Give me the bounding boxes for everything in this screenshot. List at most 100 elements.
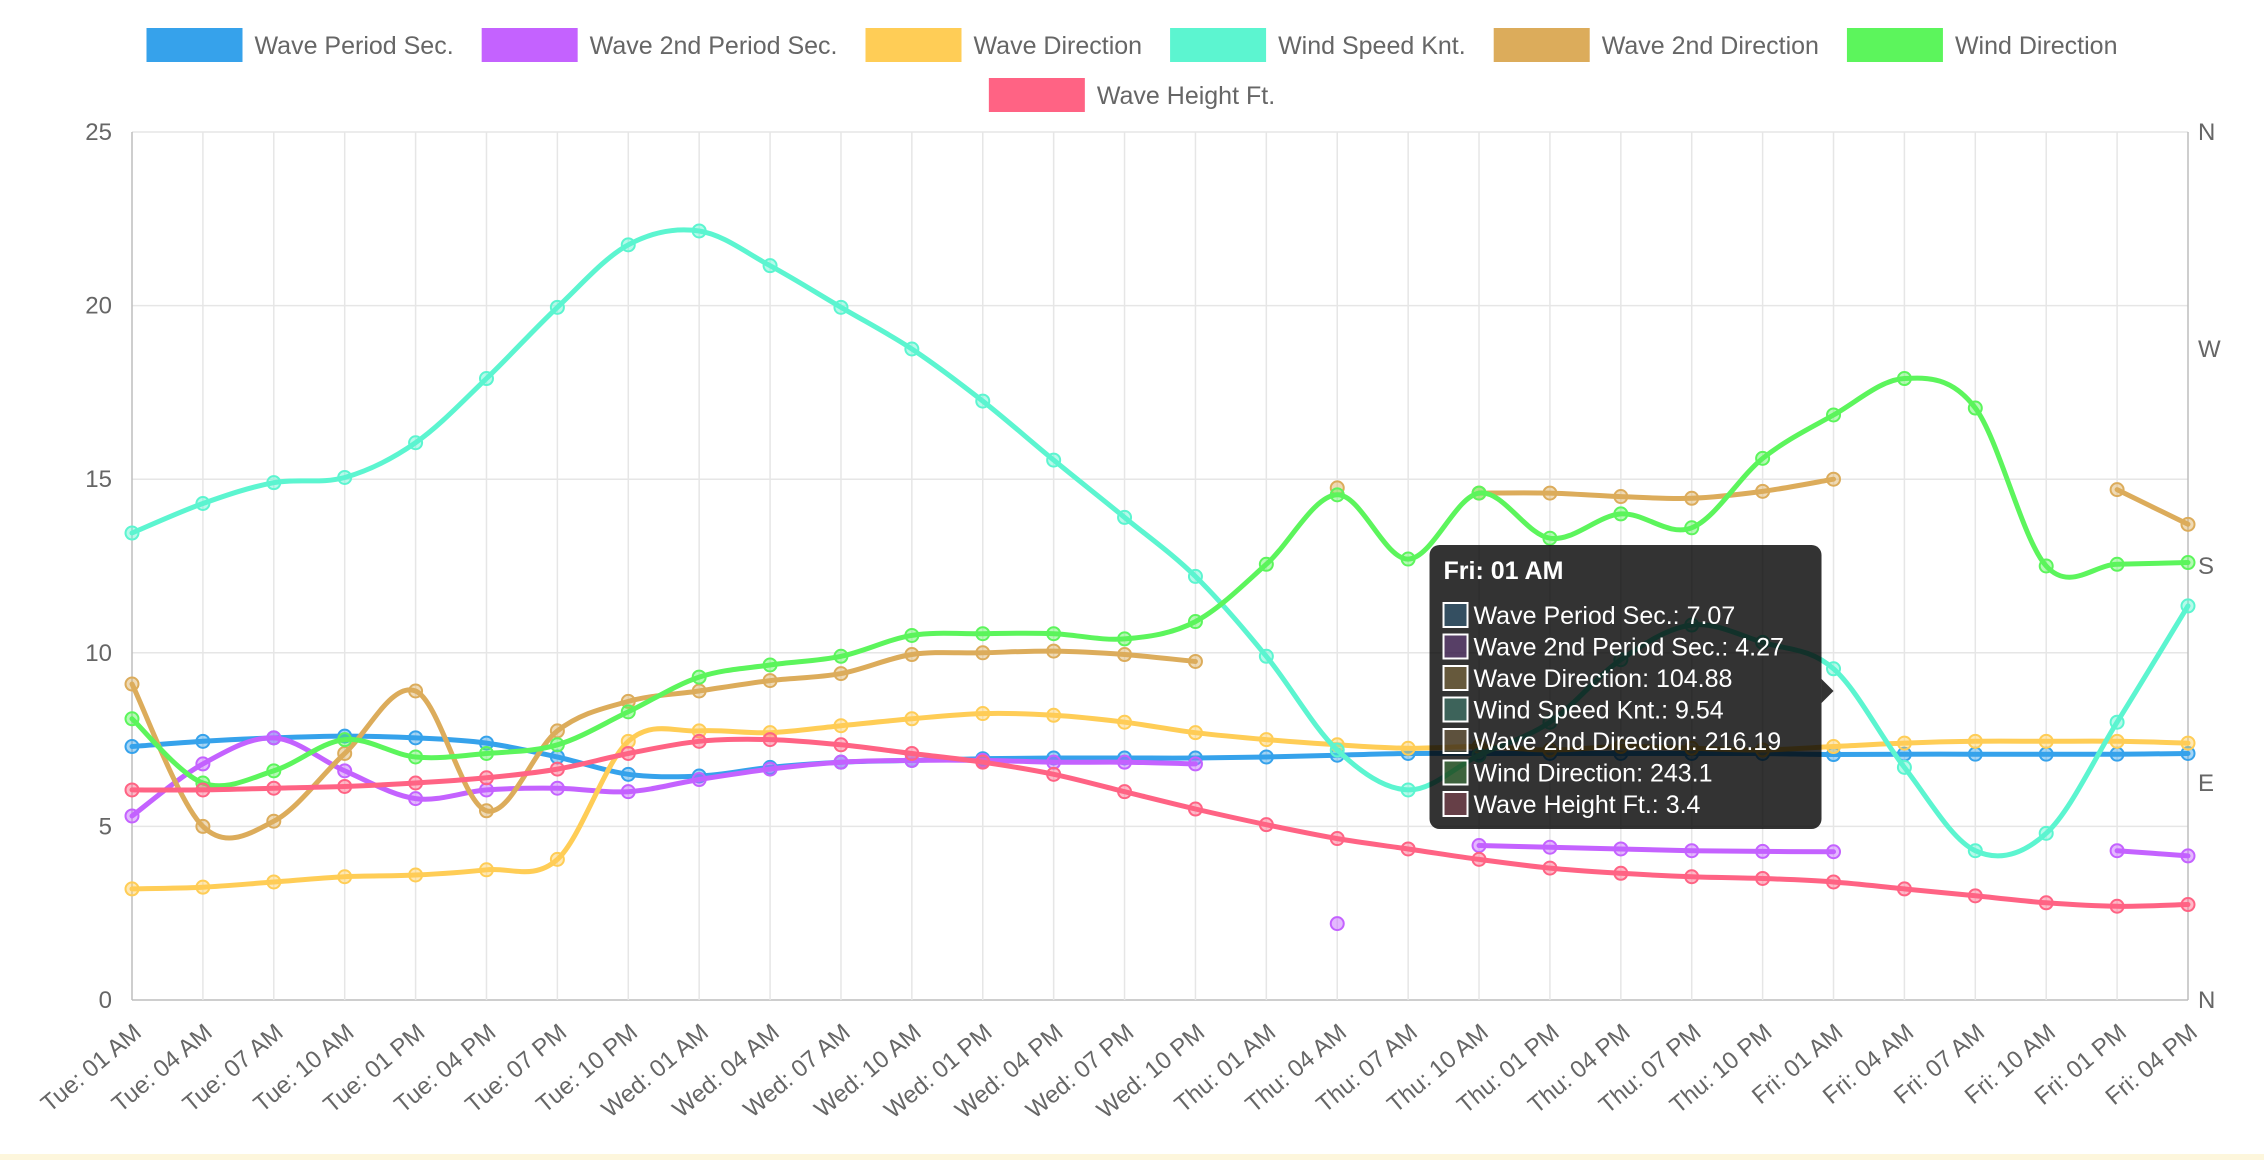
data-point[interactable] — [833, 718, 849, 734]
data-point[interactable] — [1329, 916, 1345, 932]
data-point[interactable] — [2180, 555, 2196, 571]
legend-item-wind-direction[interactable]: Wind Direction — [1846, 28, 2118, 62]
data-point[interactable] — [124, 881, 140, 897]
data-point[interactable] — [1187, 568, 1203, 584]
data-point[interactable] — [691, 733, 707, 749]
data-point[interactable] — [478, 745, 494, 761]
data-point[interactable] — [904, 711, 920, 727]
data-point[interactable] — [408, 730, 424, 746]
data-point[interactable] — [337, 778, 353, 794]
data-point[interactable] — [691, 723, 707, 739]
data-point[interactable] — [691, 669, 707, 685]
data-point[interactable] — [337, 763, 353, 779]
data-point[interactable] — [195, 733, 211, 749]
data-point[interactable] — [1471, 851, 1487, 867]
data-point[interactable] — [2038, 895, 2054, 911]
data-point[interactable] — [2038, 733, 2054, 749]
data-point[interactable] — [1046, 626, 1062, 642]
data-point[interactable] — [549, 737, 565, 753]
data-point[interactable] — [549, 723, 565, 739]
data-point[interactable] — [408, 791, 424, 807]
data-point[interactable] — [1471, 837, 1487, 853]
data-point[interactable] — [1400, 841, 1416, 857]
data-point[interactable] — [1613, 489, 1629, 505]
data-point[interactable] — [762, 673, 778, 689]
data-point[interactable] — [1117, 631, 1133, 647]
data-point[interactable] — [1613, 506, 1629, 522]
data-point[interactable] — [2109, 843, 2125, 859]
data-point[interactable] — [2180, 516, 2196, 532]
data-point[interactable] — [408, 683, 424, 699]
data-point[interactable] — [2109, 482, 2125, 498]
data-point[interactable] — [762, 258, 778, 274]
data-point[interactable] — [1258, 749, 1274, 765]
data-point[interactable] — [478, 735, 494, 751]
data-point[interactable] — [1542, 839, 1558, 855]
data-point[interactable] — [1684, 843, 1700, 859]
data-point[interactable] — [1613, 865, 1629, 881]
data-point[interactable] — [266, 475, 282, 491]
data-point[interactable] — [1046, 643, 1062, 659]
data-point[interactable] — [266, 813, 282, 829]
data-point[interactable] — [975, 393, 991, 409]
data-point[interactable] — [2038, 825, 2054, 841]
data-point[interactable] — [124, 739, 140, 755]
legend-item-wave-2nd-direction[interactable]: Wave 2nd Direction — [1493, 28, 1819, 62]
data-point[interactable] — [337, 869, 353, 885]
data-point[interactable] — [266, 763, 282, 779]
data-point[interactable] — [1187, 725, 1203, 741]
data-point[interactable] — [975, 645, 991, 661]
data-point[interactable] — [408, 775, 424, 791]
data-point[interactable] — [1967, 888, 1983, 904]
legend-item-wave-2nd-period-sec[interactable]: Wave 2nd Period Sec. — [481, 28, 838, 62]
data-point[interactable] — [833, 666, 849, 682]
data-point[interactable] — [1187, 653, 1203, 669]
data-point[interactable] — [1542, 860, 1558, 876]
data-point[interactable] — [478, 782, 494, 798]
data-point[interactable] — [1258, 556, 1274, 572]
data-point[interactable] — [1684, 869, 1700, 885]
data-point[interactable] — [1967, 733, 1983, 749]
data-point[interactable] — [1187, 614, 1203, 630]
data-point[interactable] — [1684, 520, 1700, 536]
data-point[interactable] — [408, 435, 424, 451]
data-point[interactable] — [1755, 870, 1771, 886]
data-point[interactable] — [195, 818, 211, 834]
data-point[interactable] — [549, 761, 565, 777]
data-point[interactable] — [2180, 598, 2196, 614]
data-point[interactable] — [2180, 745, 2196, 761]
data-point[interactable] — [1258, 732, 1274, 748]
data-point[interactable] — [1826, 661, 1842, 677]
data-point[interactable] — [1542, 485, 1558, 501]
legend-item-wave-direction[interactable]: Wave Direction — [865, 28, 1143, 62]
data-point[interactable] — [1117, 509, 1133, 525]
data-point[interactable] — [549, 780, 565, 796]
data-point[interactable] — [1400, 740, 1416, 756]
data-point[interactable] — [2180, 897, 2196, 913]
data-point[interactable] — [1967, 843, 1983, 859]
data-point[interactable] — [620, 745, 636, 761]
data-point[interactable] — [195, 782, 211, 798]
data-point[interactable] — [408, 867, 424, 883]
data-point[interactable] — [1967, 400, 1983, 416]
data-point[interactable] — [1046, 754, 1062, 770]
data-point[interactable] — [1755, 483, 1771, 499]
data-point[interactable] — [1826, 407, 1842, 423]
data-point[interactable] — [195, 756, 211, 772]
data-point[interactable] — [1117, 714, 1133, 730]
data-point[interactable] — [1896, 735, 1912, 751]
data-point[interactable] — [904, 745, 920, 761]
data-point[interactable] — [2180, 848, 2196, 864]
data-point[interactable] — [691, 772, 707, 788]
data-point[interactable] — [2109, 714, 2125, 730]
data-point[interactable] — [124, 711, 140, 727]
data-point[interactable] — [1896, 759, 1912, 775]
data-point[interactable] — [478, 770, 494, 786]
data-point[interactable] — [1117, 784, 1133, 800]
data-point[interactable] — [2180, 735, 2196, 751]
data-point[interactable] — [1046, 766, 1062, 782]
data-point[interactable] — [1613, 841, 1629, 857]
data-point[interactable] — [1542, 530, 1558, 546]
data-point[interactable] — [691, 683, 707, 699]
data-point[interactable] — [1755, 450, 1771, 466]
